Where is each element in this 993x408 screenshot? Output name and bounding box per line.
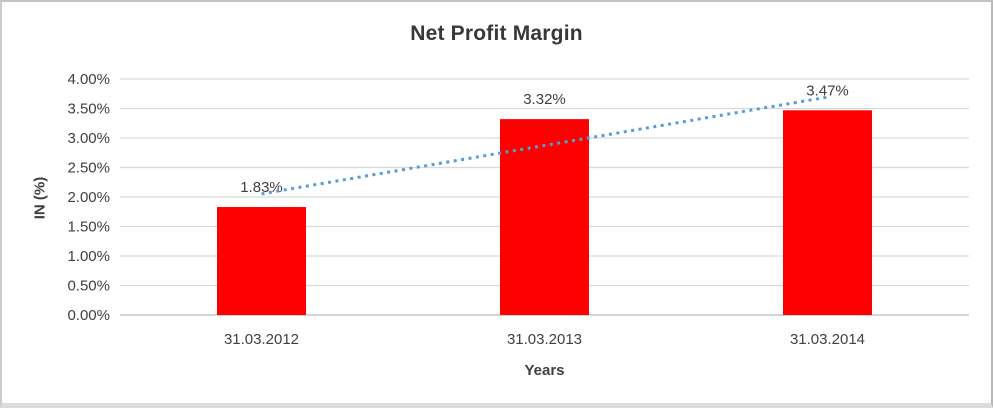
- y-tick-label: 3.50%: [67, 101, 110, 118]
- bar-data-label: 3.32%: [523, 91, 566, 108]
- bar: [217, 207, 306, 315]
- bar-data-label: 3.47%: [806, 82, 849, 99]
- bar-data-label: 1.83%: [240, 179, 283, 196]
- bar: [783, 110, 872, 316]
- y-tick-label: 0.50%: [67, 278, 110, 295]
- x-tick-label: 31.03.2013: [507, 331, 582, 348]
- x-tick-label: 31.03.2012: [224, 331, 299, 348]
- y-tick-label: 1.00%: [67, 248, 110, 265]
- plot-area: 4.00% 3.50% 3.00% 2.50% 2.00% 1.50% 1.00% 0.50%…: [67, 71, 969, 348]
- trendline: [261, 95, 828, 196]
- chart-title: Net Profit Margin: [410, 22, 583, 45]
- y-tick-label: 3.00%: [67, 130, 110, 147]
- y-tick-label: 2.50%: [67, 160, 110, 177]
- bar: [500, 119, 589, 316]
- y-tick-label: 0.00%: [67, 307, 110, 324]
- y-tick-label: 2.00%: [67, 189, 110, 206]
- y-tick-label: 1.50%: [67, 219, 110, 236]
- x-tick-label: 31.03.2014: [790, 331, 865, 348]
- y-tick-label: 4.00%: [67, 71, 110, 88]
- x-axis-title: Years: [524, 362, 565, 379]
